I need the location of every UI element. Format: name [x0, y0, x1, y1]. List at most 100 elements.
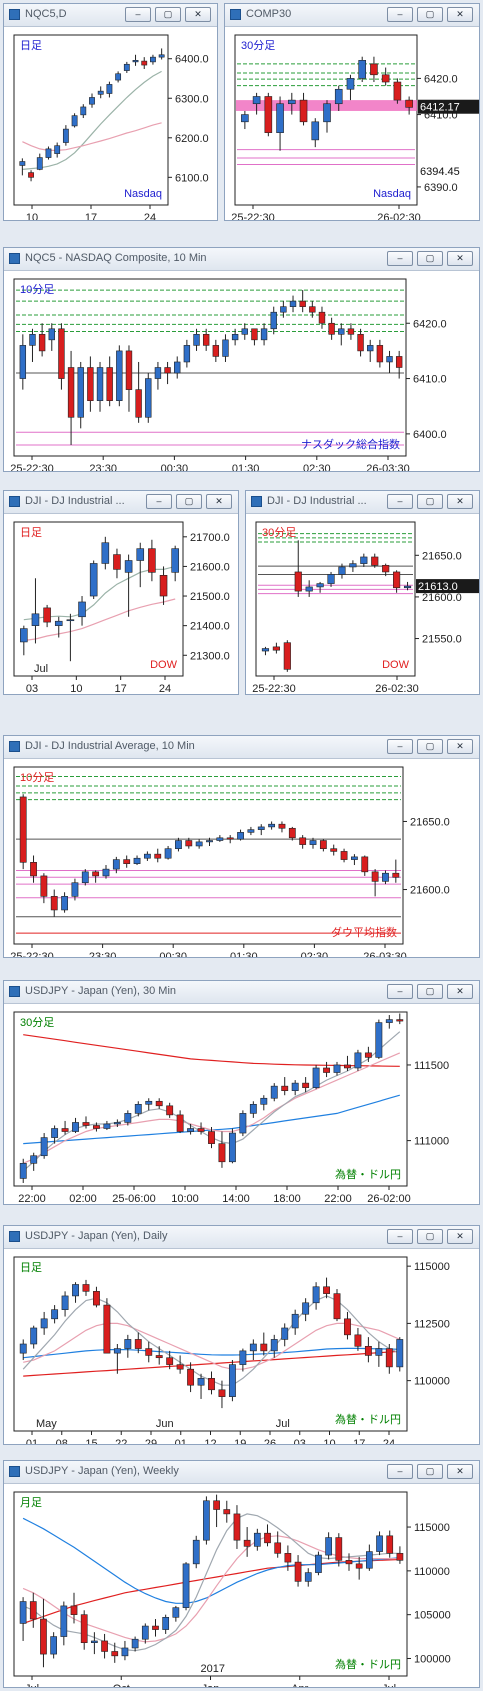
candle-body: [261, 648, 270, 652]
candle: [216, 835, 224, 842]
chart-window-w7[interactable]: USDJPY - Japan (Yen), 30 Min ‒ ▢ ✕ 111000 111…: [3, 980, 480, 1205]
window-titlebar[interactable]: USDJPY - Japan (Yen), Weekly ‒ ▢ ✕: [4, 1461, 479, 1484]
candle: [102, 865, 110, 879]
candle: [101, 536, 110, 570]
close-button[interactable]: ✕: [447, 494, 473, 509]
candle: [355, 1556, 363, 1580]
maximize-button[interactable]: ▢: [417, 1464, 443, 1479]
close-button[interactable]: ✕: [447, 739, 473, 754]
candle: [78, 596, 86, 626]
chart-window-w9[interactable]: USDJPY - Japan (Yen), Weekly ‒ ▢ ✕ 100000 105…: [3, 1460, 480, 1688]
minimize-button[interactable]: ‒: [387, 1229, 413, 1244]
price-chart[interactable]: 6390.06410.06420.06412.176394.4525-22:30…: [227, 27, 479, 220]
candle-body: [349, 563, 357, 568]
candle-body: [386, 356, 393, 363]
candle: [61, 1120, 69, 1135]
x-tick-label: 01:30: [232, 463, 260, 471]
chart-window-w5[interactable]: DJI - DJ Industrial ... ‒ ▢ ✕ 21550.0 21600.0…: [245, 490, 480, 695]
window-titlebar[interactable]: USDJPY - Japan (Yen), 30 Min ‒ ▢ ✕: [4, 981, 479, 1004]
maximize-button[interactable]: ▢: [417, 251, 443, 266]
maximize-button[interactable]: ▢: [417, 739, 443, 754]
price-chart[interactable]: 100000 105000 110000 115000 Jul Oct Jan Apr Jul 2…: [6, 1484, 479, 1687]
candle: [243, 1527, 251, 1557]
price-chart[interactable]: 6100.0 6200.0 6300.0 6400.0 10 17 24 日足 Nasdaq: [6, 27, 217, 220]
candle: [31, 578, 40, 644]
close-button[interactable]: ✕: [447, 984, 473, 999]
close-button[interactable]: ✕: [447, 7, 473, 22]
candle-body: [253, 1532, 261, 1547]
candle: [185, 837, 193, 849]
chart-window-w4[interactable]: DJI - DJ Industrial ... ‒ ▢ ✕ 21300.0 21400.0…: [3, 490, 239, 695]
price-chart[interactable]: 6400.0 6410.0 6420.0 25-22:30 23:30 00:30 01:3…: [6, 271, 479, 471]
candle-body: [347, 328, 355, 335]
minimize-button[interactable]: ‒: [387, 251, 413, 266]
candle: [345, 1553, 353, 1571]
maximize-button[interactable]: ▢: [176, 494, 202, 509]
x-tick-label: 10: [26, 212, 38, 220]
close-button[interactable]: ✕: [447, 1229, 473, 1244]
candle-body: [143, 853, 151, 859]
candle: [29, 328, 36, 362]
candle: [195, 839, 203, 849]
candle-body: [92, 871, 100, 877]
chart-window-w6[interactable]: DJI - DJ Industrial Average, 10 Min ‒ ▢ ✕ 21…: [3, 735, 480, 958]
candle-body: [212, 345, 220, 357]
minimize-button[interactable]: ‒: [387, 494, 413, 509]
candle: [405, 96, 413, 115]
window-titlebar[interactable]: COMP30 ‒ ▢ ✕: [225, 4, 479, 27]
candle: [176, 1355, 184, 1374]
close-button[interactable]: ✕: [447, 1464, 473, 1479]
chart-window-w8[interactable]: USDJPY - Japan (Yen), Daily ‒ ▢ ✕ 110000 1125…: [3, 1225, 480, 1445]
price-chart[interactable]: 21550.0 21600.0 21650.0 21613.0 25-22:30 26-0…: [248, 514, 479, 694]
maximize-button[interactable]: ▢: [417, 1229, 443, 1244]
y-tick-label: 6390.0: [424, 182, 458, 194]
candle: [241, 323, 248, 340]
window-titlebar[interactable]: USDJPY - Japan (Yen), Daily ‒ ▢ ✕: [4, 1226, 479, 1249]
close-button[interactable]: ✕: [206, 494, 232, 509]
candle: [299, 92, 308, 126]
minimize-button[interactable]: ‒: [387, 984, 413, 999]
minimize-button[interactable]: ‒: [387, 1464, 413, 1479]
minimize-button[interactable]: ‒: [146, 494, 172, 509]
maximize-button[interactable]: ▢: [417, 984, 443, 999]
price-chart[interactable]: 111000 111500 22:00 02:00 25-06:00 10:00 14:00…: [6, 1004, 479, 1204]
candle: [386, 350, 393, 374]
chart-window-w2[interactable]: COMP30 ‒ ▢ ✕ 6390.0 6410.0 6420.0 6412.17 6394.4…: [224, 3, 480, 221]
x-period-note: 2017: [201, 1663, 225, 1675]
candle-body: [216, 837, 224, 841]
window-titlebar[interactable]: NQC5,D ‒ ▢ ✕: [4, 4, 217, 27]
candle-body: [203, 1500, 210, 1541]
candle: [247, 826, 255, 836]
price-chart[interactable]: 21300.0 21400.0 21500.0 21600.0 21700.0 03 10 1…: [6, 514, 238, 694]
candle-body: [72, 1122, 79, 1132]
maximize-button[interactable]: ▢: [417, 494, 443, 509]
candle-body: [264, 96, 273, 133]
y-tick-label: 21600.0: [190, 561, 230, 573]
minimize-button[interactable]: ‒: [387, 739, 413, 754]
maximize-button[interactable]: ▢: [155, 7, 181, 22]
candle-body: [365, 1551, 373, 1569]
x-tick-label: 22:00: [18, 1193, 46, 1204]
window-titlebar[interactable]: DJI - DJ Industrial ... ‒ ▢ ✕: [4, 491, 238, 514]
candle: [171, 545, 179, 582]
close-button[interactable]: ✕: [185, 7, 211, 22]
chart-window-w1[interactable]: NQC5,D ‒ ▢ ✕ 6100.0 6200.0 6300.0 6400.0 10 17 24 日…: [3, 3, 218, 221]
candle-body: [43, 607, 51, 623]
minimize-button[interactable]: ‒: [387, 7, 413, 22]
candle-body: [136, 548, 145, 561]
window-titlebar[interactable]: NQC5 - NASDAQ Composite, 10 Min ‒ ▢ ✕: [4, 248, 479, 271]
price-chart[interactable]: 21600.0 21650.0 25-22:30 23:30 00:30 01:30 02:…: [6, 759, 479, 957]
price-chart[interactable]: 110000 112500 115000 01 08 15 22 29 01 12 19 26 03 10…: [6, 1249, 479, 1444]
x-tick-label: 01: [175, 1438, 187, 1444]
window-title: USDJPY - Japan (Yen), 30 Min: [25, 985, 177, 997]
minimize-button[interactable]: ‒: [125, 7, 151, 22]
close-button[interactable]: ✕: [447, 251, 473, 266]
window-titlebar[interactable]: DJI - DJ Industrial Average, 10 Min ‒ ▢ ✕: [4, 736, 479, 759]
chart-window-w3[interactable]: NQC5 - NASDAQ Composite, 10 Min ‒ ▢ ✕ 6400.0…: [3, 247, 480, 472]
instrument-label: 為替・ドル円: [335, 1412, 401, 1426]
window-titlebar[interactable]: DJI - DJ Industrial ... ‒ ▢ ✕: [246, 491, 479, 514]
candle-body: [134, 1339, 142, 1349]
candle-body: [323, 1286, 330, 1294]
maximize-button[interactable]: ▢: [417, 7, 443, 22]
x-tick-label: 26-02:00: [367, 1193, 410, 1204]
